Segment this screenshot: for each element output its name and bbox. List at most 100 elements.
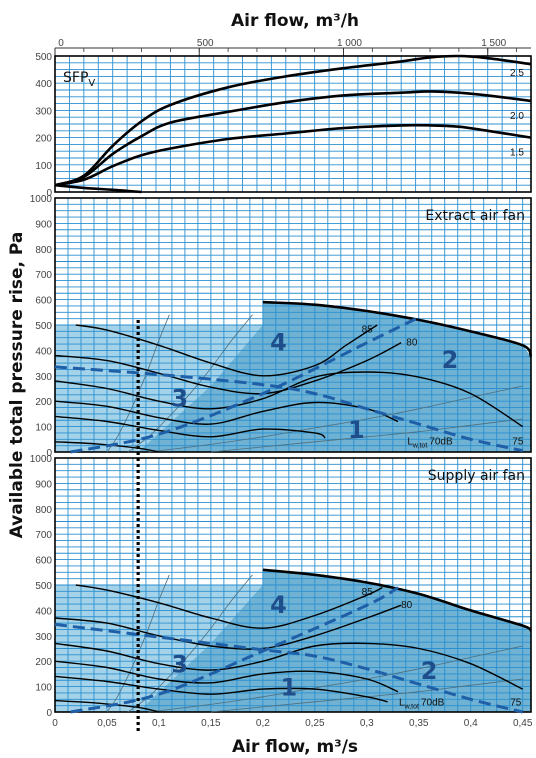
- series-line-80: [54, 604, 402, 650]
- curve-label-prefix: L: [407, 436, 413, 447]
- y-tick-label: 100: [35, 423, 52, 434]
- y-tick-label: 400: [35, 79, 52, 90]
- boundary-dashed: [70, 316, 420, 454]
- curve-label: 80: [401, 600, 413, 611]
- series-line-unnamed: [54, 699, 160, 713]
- y-tick-label: 700: [35, 270, 52, 281]
- y-tick-label: 0: [46, 188, 52, 199]
- y-tick-label: 500: [35, 581, 52, 592]
- panel-label: Extract air fan: [425, 208, 525, 224]
- series-line-70dB: [54, 415, 326, 439]
- zone-label-3: 3: [171, 651, 188, 679]
- zone-label-4: 4: [270, 328, 287, 356]
- y-tick-label: 700: [35, 530, 52, 541]
- zone-label-2: 2: [442, 346, 459, 374]
- sfp-line-label: 2.0: [510, 111, 524, 122]
- curve-label: 85: [362, 325, 374, 336]
- panel-frame: [54, 197, 532, 453]
- curve-label: Lw,tot 70dB: [407, 436, 453, 449]
- series-line-85: [75, 324, 378, 377]
- bottom-tick-label: 0,3: [360, 718, 374, 729]
- y-tick-label: 600: [35, 556, 52, 567]
- curve-label: 75: [510, 698, 522, 709]
- panel-supply: 0 100 200 300 400 500 600 700 800 900 1000 Supply a…: [30, 454, 532, 719]
- series-line-unnamed: [54, 441, 160, 453]
- curve-label-prefix-sub: w,tot: [404, 704, 419, 711]
- system-curve: [106, 574, 170, 713]
- y-tick-label: 200: [35, 134, 52, 145]
- system-curve: [148, 645, 523, 713]
- curve-label-prefix-sub: w,tot: [412, 442, 427, 449]
- system-curve: [148, 385, 523, 453]
- panel-extract: 0 100 200 300 400 500 600 700 800 900 1000 Extract …: [30, 194, 533, 459]
- y-tick-label: 800: [35, 505, 52, 516]
- top-tick-label: 1 500: [481, 38, 506, 49]
- y-tick-label: 200: [35, 397, 52, 408]
- y-tick-label: 0: [46, 708, 52, 719]
- curve-label: 75: [512, 436, 524, 447]
- curve-label-main: 70dB: [429, 436, 453, 447]
- bottom-tick-label: 0,15: [201, 718, 221, 729]
- region-zone: [138, 302, 531, 452]
- region-zone: [138, 569, 531, 712]
- series-line-max: [262, 568, 532, 632]
- bottom-tick-label: 0,45: [513, 718, 533, 729]
- series-line-80: [54, 342, 402, 395]
- panel-sfp: 0 100 200 300 400 500 SFPV 2.5 2.0 1.5: [35, 52, 532, 199]
- curve-label: 85: [362, 587, 374, 598]
- bottom-tick-label: 0,05: [97, 718, 117, 729]
- y-tick-label: 1000: [30, 194, 53, 205]
- y-tick-label: 800: [35, 245, 52, 256]
- panel-frame: [54, 55, 532, 193]
- series-line-2.0: [54, 90, 532, 187]
- curve-label: 80: [406, 337, 418, 348]
- zone-label-1: 1: [280, 673, 297, 701]
- y-tick-label: 300: [35, 372, 52, 383]
- top-tick-label: 1 000: [337, 38, 362, 49]
- curve-label: Lw,tot 70dB: [399, 698, 445, 711]
- series-line-unnamed: [54, 183, 142, 194]
- zone-label-3: 3: [171, 384, 188, 412]
- zone-label-4: 4: [270, 591, 287, 619]
- y-tick-label: 900: [35, 479, 52, 490]
- y-tick-label: 900: [35, 219, 52, 230]
- panel-frame: [54, 457, 532, 713]
- y-tick-label: 300: [35, 106, 52, 117]
- top-tick-label: 0: [58, 38, 64, 49]
- curve-label-prefix: L: [399, 698, 405, 709]
- zone-label-2: 2: [421, 657, 438, 685]
- series-line-1.5: [54, 123, 532, 187]
- series-line-70dB: [54, 675, 388, 703]
- bottom-tick-label: 0,2: [256, 718, 270, 729]
- y-tick-label: 300: [35, 632, 52, 643]
- panel-label: Supply air fan: [428, 468, 525, 484]
- curve-label-main: 70dB: [421, 698, 445, 709]
- y-tick-label: 1000: [30, 454, 53, 465]
- y-tick-label: 200: [35, 657, 52, 668]
- y-tick-label: 400: [35, 346, 52, 357]
- zone-label-1: 1: [348, 416, 365, 444]
- sfp-line-label: 2.5: [510, 68, 524, 79]
- bottom-tick-label: 0,35: [409, 718, 429, 729]
- bottom-tick-label: 0,25: [305, 718, 325, 729]
- y-tick-label: 500: [35, 321, 52, 332]
- bottom-axis-title: Air flow, m³/s: [232, 737, 358, 757]
- top-tick-label: 500: [197, 38, 214, 49]
- series-line-85: [75, 584, 383, 629]
- y-tick-label: 100: [35, 683, 52, 694]
- y-tick-label: 400: [35, 606, 52, 617]
- top-axis-title: Air flow, m³/h: [231, 11, 359, 31]
- y-tick-label: 500: [35, 52, 52, 63]
- panel-label-sub: V: [88, 78, 95, 89]
- grid: [54, 197, 531, 453]
- series-line-max: [262, 300, 533, 358]
- series-line-2.5: [54, 54, 532, 187]
- y-axis-title: Available total pressure rise, Pa: [7, 232, 27, 539]
- y-tick-label: 600: [35, 296, 52, 307]
- bottom-tick-label: 0,1: [152, 718, 166, 729]
- bottom-tick-label: 0: [52, 718, 58, 729]
- bottom-tick-label: 0,4: [464, 718, 478, 729]
- y-tick-label: 0: [46, 448, 52, 459]
- system-curve: [210, 418, 523, 453]
